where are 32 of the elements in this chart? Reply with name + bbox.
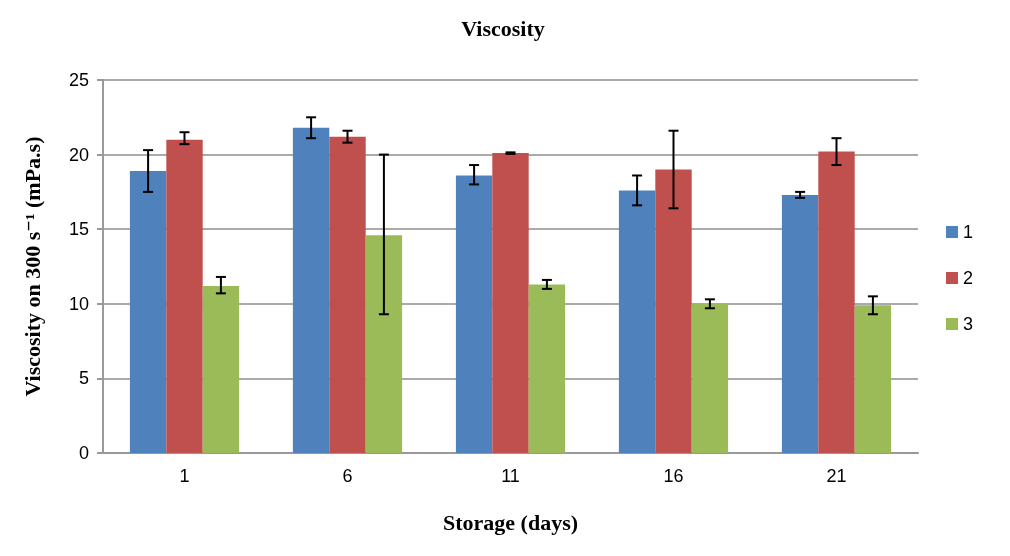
legend-label: 2 bbox=[962, 268, 973, 288]
y-tick-label: 10 bbox=[68, 293, 89, 314]
x-tick-label: 6 bbox=[342, 466, 353, 486]
bar bbox=[691, 303, 729, 453]
bar bbox=[455, 175, 493, 453]
legend-label: 3 bbox=[962, 314, 973, 334]
y-tick-label: 20 bbox=[68, 144, 89, 165]
y-tick-label: 15 bbox=[68, 219, 89, 240]
x-tick-label: 1 bbox=[179, 466, 190, 486]
bar bbox=[129, 171, 167, 453]
bar bbox=[292, 127, 330, 453]
x-tick-label: 11 bbox=[501, 466, 520, 486]
bar bbox=[781, 194, 819, 453]
bar bbox=[365, 235, 403, 453]
y-tick-label: 25 bbox=[68, 70, 89, 90]
y-axis-title: Viscosity on 300 s⁻¹ (mPa.s) bbox=[19, 136, 45, 397]
bar bbox=[854, 305, 892, 453]
x-axis-title: Storage (days) bbox=[442, 509, 579, 535]
bar bbox=[166, 139, 203, 453]
legend-label: 1 bbox=[962, 222, 973, 242]
bar bbox=[492, 153, 529, 453]
x-tick-label: 16 bbox=[663, 466, 684, 486]
bar bbox=[818, 151, 855, 453]
chart-title: Viscosity bbox=[461, 15, 545, 41]
bar bbox=[655, 169, 692, 453]
bar bbox=[202, 285, 240, 453]
bar bbox=[618, 190, 656, 453]
x-tick-label: 21 bbox=[826, 466, 847, 486]
y-tick-label: 5 bbox=[78, 368, 89, 389]
y-tick-label: 0 bbox=[78, 443, 89, 463]
bar bbox=[329, 136, 366, 453]
bar bbox=[528, 284, 566, 453]
